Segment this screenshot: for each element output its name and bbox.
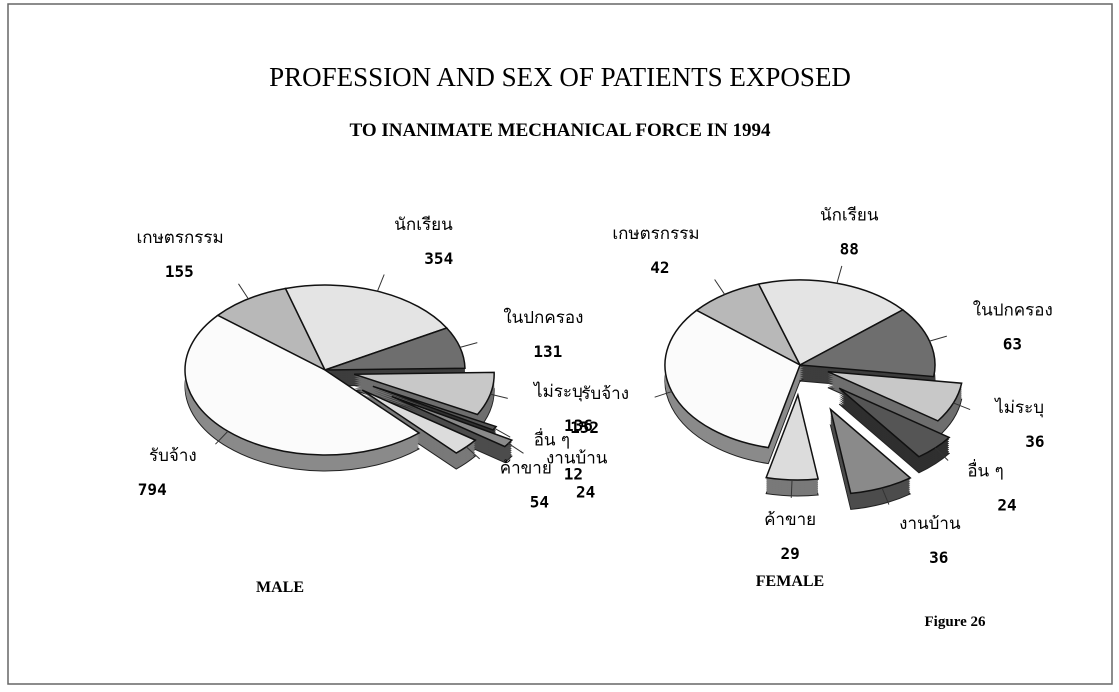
slice-value: 155 <box>165 262 194 281</box>
chart-subtitle: TO INANIMATE MECHANICAL FORCE IN 1994 <box>349 120 771 141</box>
pie-title: FEMALE <box>756 573 824 590</box>
slice-label: งานบ้าน <box>899 514 961 534</box>
slice-label: ไม่ระบุ <box>532 381 583 402</box>
slice <box>353 371 495 416</box>
slice <box>184 314 421 456</box>
chart-title: PROFESSION AND SEX OF PATIENTS EXPOSED <box>269 62 851 92</box>
slice-label: ค้าขาย <box>764 510 816 530</box>
slice-value: 29 <box>780 544 799 563</box>
leader-line <box>238 283 249 300</box>
slice-label: นักเรียน <box>820 205 879 225</box>
slice <box>216 287 327 372</box>
slice-label: อื่น ๆ <box>967 458 1003 481</box>
slice-label: อื่น ๆ <box>534 427 570 450</box>
leader-line <box>508 442 524 454</box>
slice-label: รับจ้าง <box>149 446 197 466</box>
slice-label: ในปกครอง <box>973 300 1053 321</box>
slice-value: 136 <box>564 416 593 435</box>
leader-line <box>881 487 890 505</box>
slice-label: เกษตรกรรม <box>612 224 699 244</box>
leader-line <box>494 427 511 438</box>
slice-label: งานบ้าน <box>546 449 608 469</box>
slice-value: 152 <box>570 418 599 437</box>
slice-value: 54 <box>530 493 549 512</box>
slice-value: 794 <box>138 480 167 499</box>
leader-line <box>714 279 726 295</box>
slice-value: 12 <box>564 464 583 483</box>
leader-line <box>215 430 229 445</box>
leader-line <box>654 391 672 398</box>
slice-value: 24 <box>997 495 1016 514</box>
slice-value: 42 <box>650 258 669 277</box>
slice-value: 24 <box>576 483 595 502</box>
slice-side <box>372 388 497 432</box>
pie-title: MALE <box>256 579 304 596</box>
slice-value: 88 <box>840 239 859 258</box>
leader-line <box>934 447 949 461</box>
slice-label: ไม่ระบุ <box>993 397 1044 418</box>
leader-line <box>790 479 793 498</box>
figure-label: Figure 26 <box>925 614 986 630</box>
leader-line <box>490 393 508 399</box>
slice-value: 354 <box>424 249 453 268</box>
slice-label: นักเรียน <box>394 215 453 235</box>
slice <box>664 309 801 449</box>
slice-value: 63 <box>1003 335 1022 354</box>
slice <box>797 308 936 378</box>
leader-line <box>376 274 385 292</box>
slice <box>391 395 514 448</box>
slice <box>827 370 963 422</box>
slice-value: 36 <box>1025 432 1044 451</box>
leader-line <box>929 335 947 342</box>
leader-line <box>953 402 971 411</box>
slice <box>372 385 498 431</box>
slice-label: ในปกครอง <box>503 307 583 328</box>
leader-line <box>836 265 843 284</box>
slice <box>757 279 905 367</box>
slice <box>829 407 912 495</box>
slice-value: 36 <box>929 548 948 567</box>
slice-label: รับจ้าง <box>581 384 629 404</box>
slice <box>838 387 951 458</box>
slice-label: ค้าขาย <box>500 459 552 479</box>
slice-value: 131 <box>533 342 562 361</box>
slice-label: เกษตรกรรม <box>136 228 223 248</box>
leader-line <box>459 342 478 348</box>
leader-line <box>465 446 481 460</box>
